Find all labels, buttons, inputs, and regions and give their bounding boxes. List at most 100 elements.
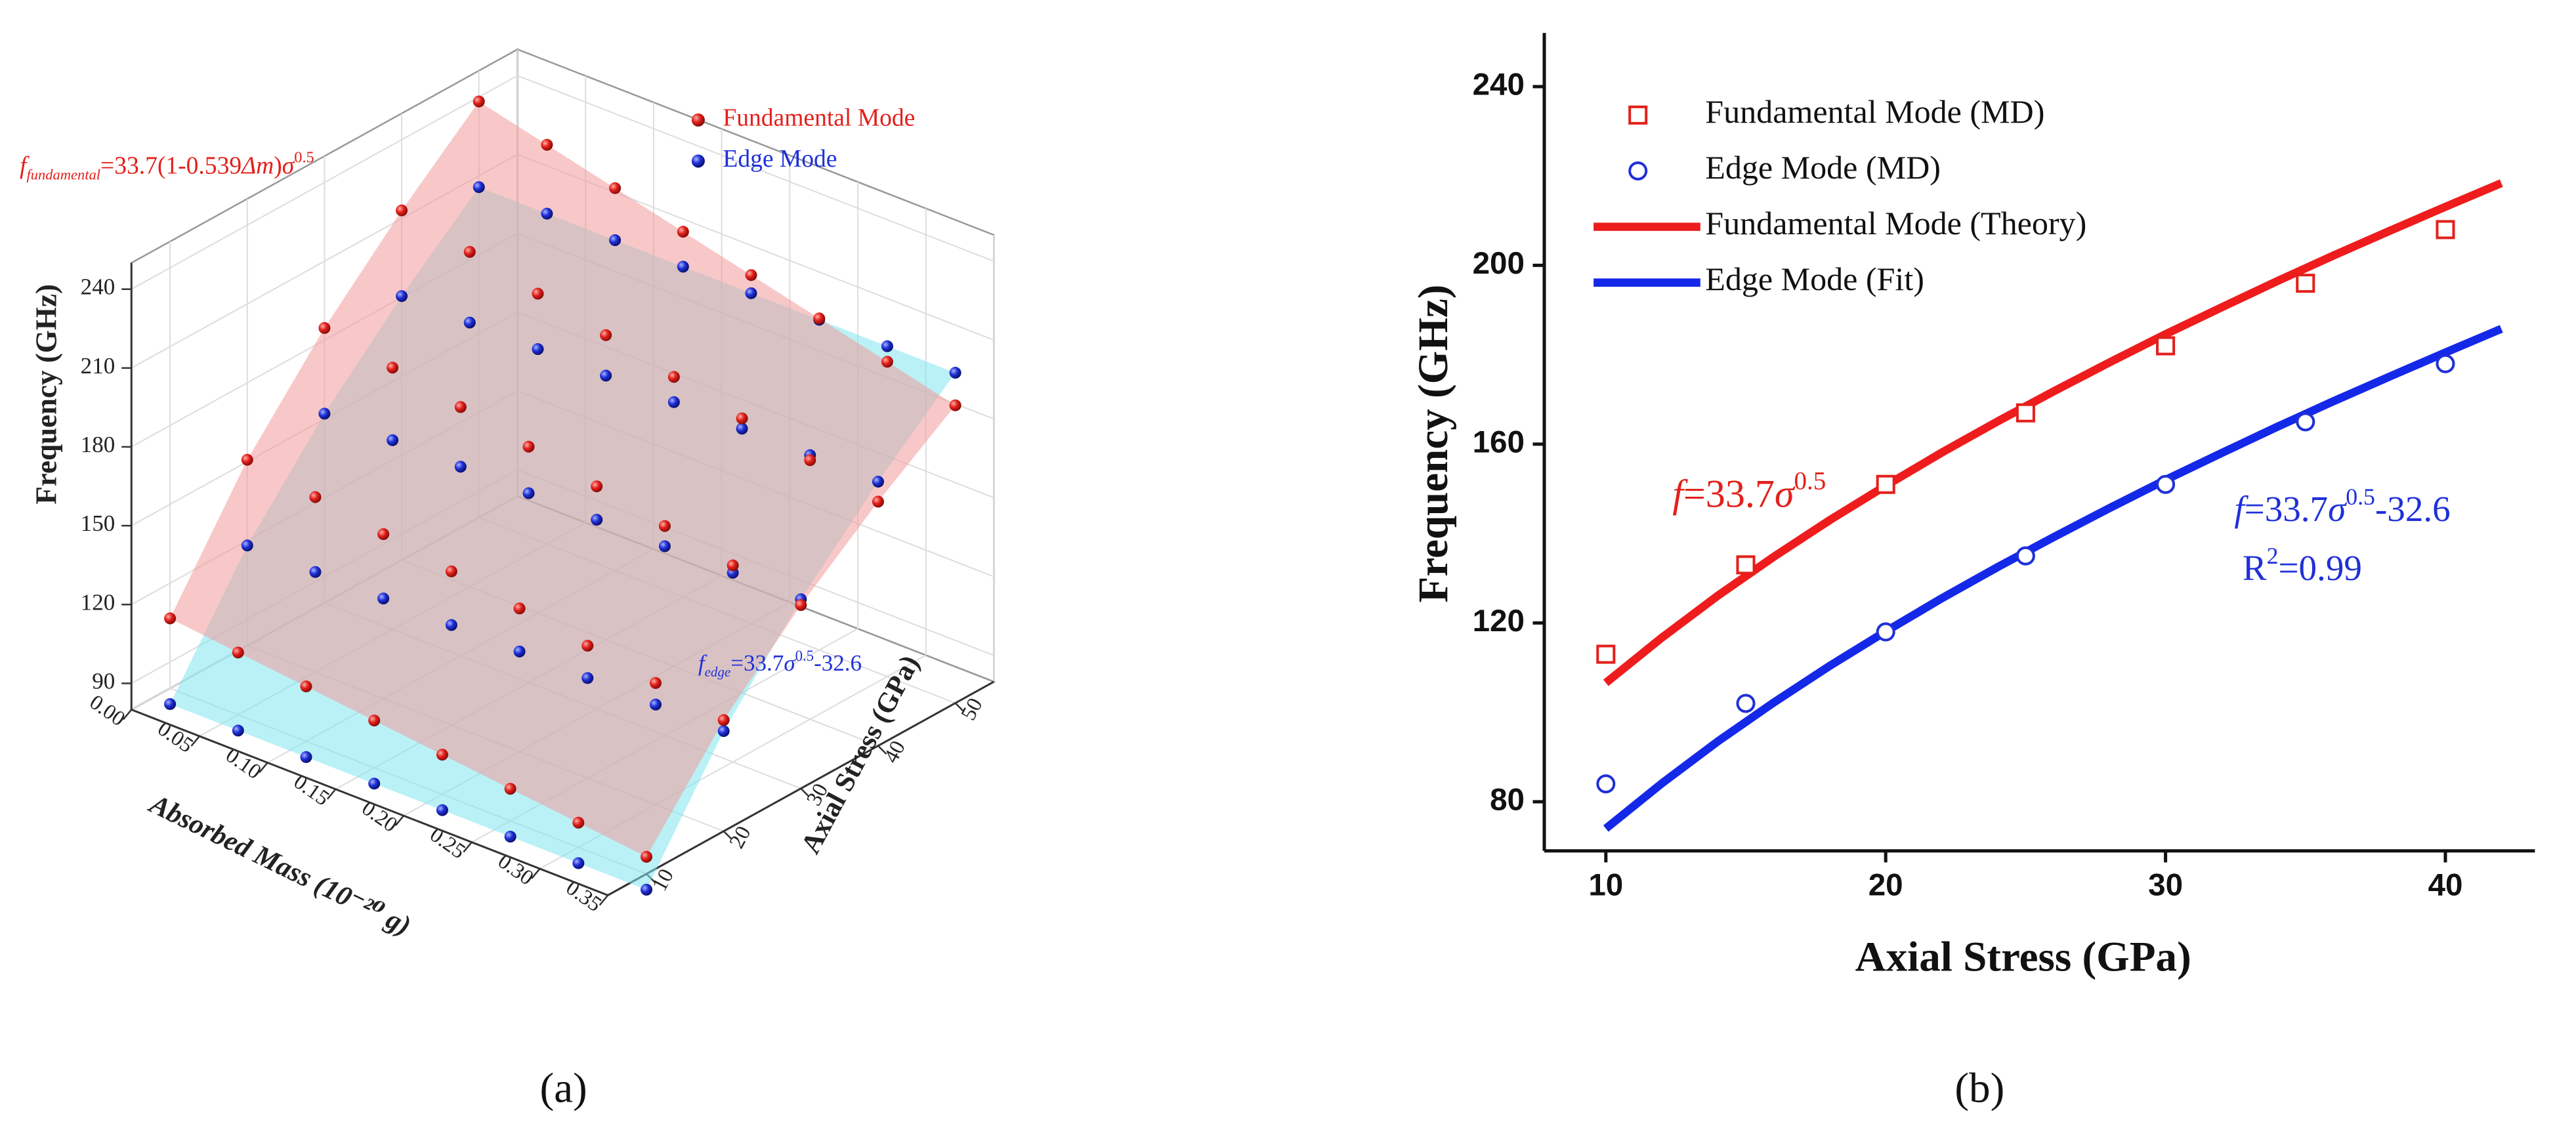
data-point (164, 697, 177, 711)
y-axis-label: Frequency (GHz) (1410, 285, 1457, 603)
data-point (532, 287, 544, 300)
x-tick-label: 40 (2428, 867, 2463, 902)
data-point (436, 804, 448, 816)
annotation-part: Δm (240, 152, 274, 179)
marker (2016, 546, 2035, 566)
legend-marker (1628, 105, 1648, 125)
z-tick-label: 90 (92, 669, 115, 694)
data-point (640, 850, 653, 863)
y-tick-label: 200 (1473, 246, 1525, 281)
annotation-part: σ (1775, 471, 1796, 515)
annotation-part: 2 (2267, 543, 2279, 569)
z-tick-label: 180 (81, 432, 116, 457)
data-point (667, 396, 680, 408)
annotation-part: ) (274, 152, 282, 179)
y-tick-label: 80 (1490, 782, 1525, 817)
data-point (368, 778, 381, 790)
data-point (513, 602, 526, 615)
data-point (717, 725, 730, 738)
x-tick (530, 868, 541, 879)
data-point (949, 399, 961, 411)
x-tick-label: 0.25 (425, 823, 469, 864)
annotation-part: R (2243, 548, 2267, 588)
marker (2436, 220, 2455, 239)
data-point (436, 749, 448, 761)
data-point (232, 646, 244, 659)
x-tick (259, 762, 268, 774)
annotation: fedge=33.7σ0.5-32.6 (698, 648, 862, 680)
y-tick-label: 160 (1473, 425, 1525, 459)
data-point (677, 260, 689, 273)
legend-marker (691, 113, 705, 127)
x-tick (463, 841, 473, 853)
x-tick-label: 0.05 (153, 717, 197, 757)
legend-label: Fundamental Mode (Theory) (1705, 205, 2086, 241)
data-point (541, 207, 553, 220)
legend-label: Edge Mode (MD) (1705, 149, 1941, 186)
data-point (677, 226, 689, 238)
legend-label: Edge Mode (Fit) (1705, 260, 1924, 297)
x-tick (326, 788, 337, 800)
annotation-part: -32.6 (2375, 489, 2451, 529)
x-tick (122, 709, 133, 720)
annotation-part: fundamental (26, 166, 100, 182)
x-tick (394, 815, 405, 826)
data-point (513, 645, 526, 657)
data-point (396, 290, 408, 302)
x-tick-label: 0.20 (358, 797, 402, 837)
annotation-part: =0.99 (2278, 548, 2361, 588)
data-point (463, 316, 476, 329)
x-tick-label: 20 (1869, 867, 1903, 902)
data-point (591, 514, 603, 526)
data-point (504, 831, 517, 843)
annotation-part: 0.5 (2346, 484, 2375, 510)
data-point (881, 356, 893, 368)
annotation-part: =33.7 (1683, 471, 1775, 515)
data-point (318, 407, 331, 420)
y-tick (800, 787, 810, 798)
y-tick (877, 745, 887, 755)
marker (1736, 694, 1756, 713)
x-tick (599, 894, 609, 906)
data-point (572, 816, 585, 829)
axis-line (131, 709, 608, 896)
data-point (717, 714, 730, 726)
data-point (300, 680, 312, 693)
data-point (813, 312, 826, 325)
data-point (872, 476, 884, 488)
data-point (658, 540, 671, 552)
line (1603, 179, 2503, 686)
annotation-part: -32.6 (814, 650, 862, 676)
data-point (600, 369, 612, 382)
z-tick-label: 120 (81, 589, 116, 615)
data-point (649, 698, 662, 711)
x-tick (190, 736, 200, 747)
data-point (649, 677, 662, 689)
marker (2436, 354, 2455, 373)
caption: (a) (539, 1065, 587, 1112)
legend-label: Fundamental Mode (723, 104, 915, 131)
x-tick-label: 30 (2148, 867, 2183, 902)
annotation-part: 0.5 (795, 648, 814, 664)
data-point (609, 234, 622, 247)
data-point (532, 343, 544, 356)
annotation-part: =33.7 (2245, 489, 2328, 529)
annotation-part: edge (705, 664, 731, 680)
data-point (463, 245, 476, 258)
data-point (881, 340, 893, 352)
annotation-part: =33.7 (730, 650, 784, 676)
data-point (377, 528, 390, 541)
data-point (600, 329, 612, 341)
data-point (232, 724, 244, 737)
data-point (745, 269, 757, 281)
marker (2156, 474, 2176, 494)
marker (2296, 274, 2315, 293)
data-point (445, 619, 457, 631)
legend-marker (691, 154, 705, 168)
marker (1876, 474, 1895, 494)
marker (1596, 644, 1616, 664)
data-point (522, 440, 535, 453)
data-point (727, 559, 739, 572)
annotation-part: =33.7(1-0.539 (100, 152, 242, 179)
